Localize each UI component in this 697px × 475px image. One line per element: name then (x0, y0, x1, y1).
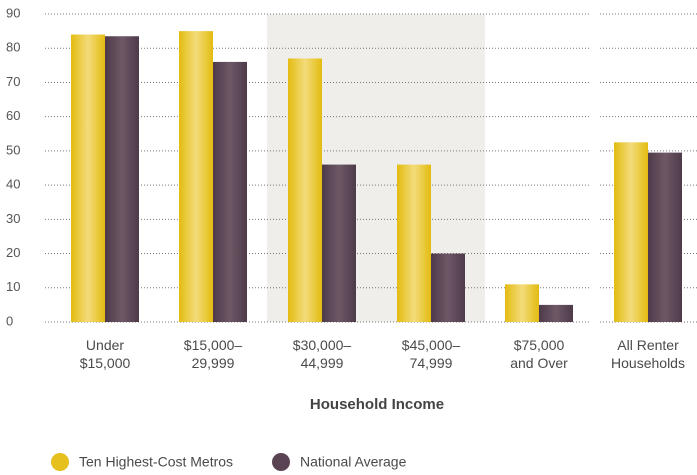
bar (288, 58, 322, 322)
bar (397, 164, 431, 322)
bar (179, 31, 213, 322)
legend-label: Ten Highest-Cost Metros (79, 454, 233, 470)
legend-swatch (51, 453, 69, 471)
bar (431, 253, 465, 322)
y-tick-label: 30 (6, 211, 20, 226)
bar (213, 61, 247, 323)
bar (105, 36, 139, 322)
y-tick-label: 90 (6, 5, 20, 20)
bar (71, 34, 105, 323)
x-tick-label: $75,000 and Over (510, 337, 568, 371)
y-tick-label: 80 (6, 40, 20, 55)
bar (322, 164, 356, 322)
bar (614, 142, 648, 322)
x-tick-label: $30,000– 44,999 (293, 337, 352, 371)
legend-label: National Average (300, 454, 407, 470)
x-axis-label: Household Income (310, 396, 444, 413)
y-tick-label: 50 (6, 142, 20, 157)
bar (505, 284, 539, 322)
bar (648, 152, 682, 322)
bar (539, 304, 573, 322)
x-tick-label: $45,000– 74,999 (402, 337, 461, 371)
y-tick-label: 70 (6, 74, 20, 89)
y-tick-label: 10 (6, 279, 20, 294)
x-tick-label: Under $15,000 (80, 337, 131, 371)
y-tick-label: 0 (6, 313, 13, 328)
legend-swatch (272, 453, 290, 471)
y-tick-label: 20 (6, 245, 20, 260)
y-tick-label: 60 (6, 108, 20, 123)
y-tick-label: 40 (6, 177, 20, 192)
x-tick-label: $15,000– 29,999 (184, 337, 243, 371)
x-tick-label: All Renter Households (611, 337, 685, 371)
